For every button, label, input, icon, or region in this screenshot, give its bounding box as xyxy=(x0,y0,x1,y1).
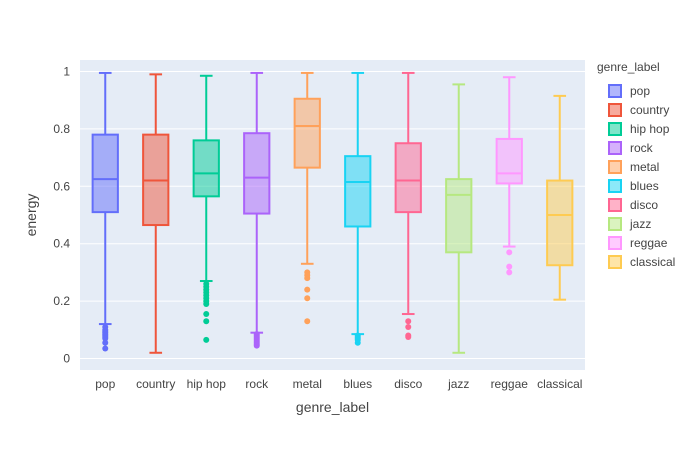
x-tick-label: reggae xyxy=(491,377,529,391)
box-iqr xyxy=(495,137,523,185)
legend-swatch xyxy=(608,141,622,155)
legend-label: hip hop xyxy=(630,122,670,136)
legend-item-classical[interactable]: classical xyxy=(608,255,675,269)
legend-swatch xyxy=(608,236,622,250)
outlier-point xyxy=(203,336,210,343)
y-axis-ticks: 0 0.2 0.4 0.6 0.8 1 xyxy=(53,64,70,365)
outlier-point xyxy=(102,339,109,346)
box-pop[interactable] xyxy=(91,71,119,352)
outlier-point xyxy=(506,263,513,270)
legend-label: disco xyxy=(630,198,658,212)
legend-swatch xyxy=(608,103,622,117)
legend-item-reggae[interactable]: reggae xyxy=(608,236,668,250)
legend-swatch xyxy=(608,122,622,136)
box-hip-hop[interactable] xyxy=(192,74,220,343)
x-tick-label: blues xyxy=(343,377,372,391)
y-tick-label: 1 xyxy=(63,64,70,78)
x-tick-label: metal xyxy=(293,377,322,391)
box-iqr xyxy=(91,133,119,214)
box-blues[interactable] xyxy=(344,71,372,346)
legend-label: reggae xyxy=(630,236,668,250)
outlier-point xyxy=(506,249,513,256)
outlier-point xyxy=(304,275,311,282)
outlier-point xyxy=(506,269,513,276)
x-tick-label: country xyxy=(136,377,175,391)
legend-item-disco[interactable]: disco xyxy=(608,198,658,212)
legend-label: blues xyxy=(630,179,659,193)
outlier-point xyxy=(203,311,210,318)
x-tick-label: hip hop xyxy=(187,377,227,391)
x-tick-label: rock xyxy=(245,377,269,391)
legend-item-jazz[interactable]: jazz xyxy=(608,217,651,231)
legend-swatch xyxy=(608,255,622,269)
box-series-group xyxy=(91,71,574,354)
x-axis-title: genre_label xyxy=(296,399,369,415)
box-iqr xyxy=(293,97,321,169)
legend: genre_label pop country hip hop rock metal bl… xyxy=(597,60,675,269)
legend-label: country xyxy=(630,103,669,117)
y-tick-label: 0 xyxy=(63,352,70,366)
legend-label: classical xyxy=(630,255,675,269)
legend-swatch xyxy=(608,217,622,231)
outlier-point xyxy=(253,342,260,349)
outlier-point xyxy=(102,345,109,352)
legend-swatch xyxy=(608,179,622,193)
box-iqr xyxy=(445,178,473,254)
outlier-point xyxy=(405,333,412,340)
y-tick-label: 0.2 xyxy=(53,294,70,308)
legend-item-country[interactable]: country xyxy=(608,103,669,117)
box-iqr xyxy=(243,132,271,215)
box-metal[interactable] xyxy=(293,71,321,325)
outlier-point xyxy=(405,323,412,330)
outlier-point xyxy=(203,300,210,307)
box-reggae[interactable] xyxy=(495,76,523,276)
box-iqr xyxy=(546,179,574,267)
box-iqr xyxy=(394,142,422,214)
outlier-point xyxy=(102,335,109,342)
outlier-point xyxy=(304,295,311,302)
y-tick-label: 0.6 xyxy=(53,179,70,193)
box-rock[interactable] xyxy=(243,71,271,349)
x-axis-ticks: pop country hip hop rock metal blues disco jazz… xyxy=(95,377,582,391)
box-jazz[interactable] xyxy=(445,83,473,354)
legend-label: metal xyxy=(630,160,659,174)
x-tick-label: jazz xyxy=(447,377,469,391)
gridlines xyxy=(80,70,585,360)
box-iqr xyxy=(192,139,220,198)
legend-label: pop xyxy=(630,84,650,98)
legend-item-blues[interactable]: blues xyxy=(608,179,659,193)
outlier-point xyxy=(405,318,412,325)
outlier-point xyxy=(304,318,311,325)
outlier-point xyxy=(203,318,210,325)
legend-swatch xyxy=(608,198,622,212)
y-tick-label: 0.8 xyxy=(53,122,70,136)
legend-item-rock[interactable]: rock xyxy=(608,141,654,155)
box-iqr xyxy=(344,155,372,228)
legend-item-hip-hop[interactable]: hip hop xyxy=(608,122,670,136)
box-classical[interactable] xyxy=(546,94,574,301)
legend-label: rock xyxy=(630,141,654,155)
x-tick-label: classical xyxy=(537,377,582,391)
y-axis-title: energy xyxy=(23,194,39,237)
legend-item-pop[interactable]: pop xyxy=(608,84,650,98)
legend-items: pop country hip hop rock metal blues disco jazz… xyxy=(608,84,675,269)
legend-swatch xyxy=(608,160,622,174)
legend-label: jazz xyxy=(629,217,651,231)
box-country[interactable] xyxy=(142,73,170,354)
y-tick-label: 0.4 xyxy=(53,237,70,251)
x-tick-label: pop xyxy=(95,377,115,391)
legend-item-metal[interactable]: metal xyxy=(608,160,659,174)
box-disco[interactable] xyxy=(394,71,422,340)
x-tick-label: disco xyxy=(394,377,422,391)
outlier-point xyxy=(304,286,311,293)
outlier-point xyxy=(354,339,361,346)
legend-swatch xyxy=(608,84,622,98)
legend-title: genre_label xyxy=(597,60,660,74)
